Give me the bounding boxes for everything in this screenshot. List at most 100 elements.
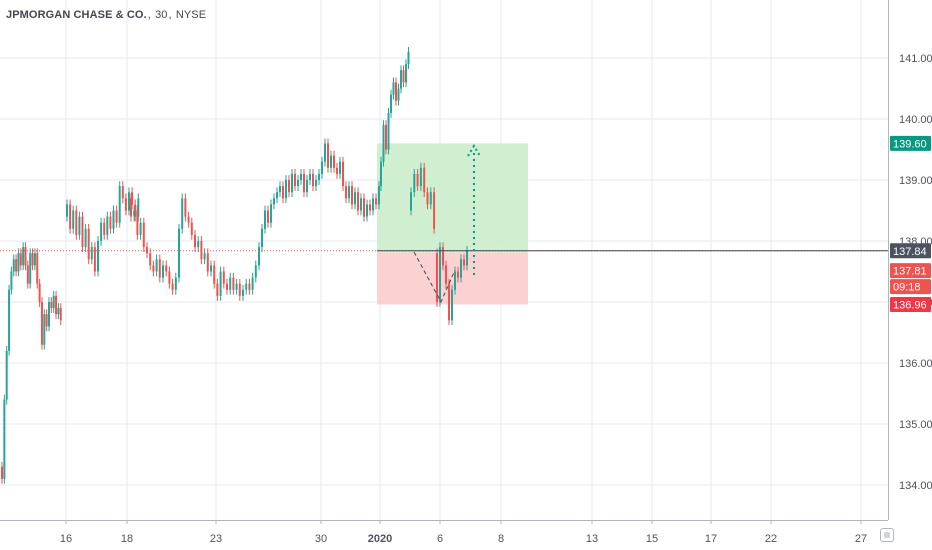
candle-body xyxy=(12,259,15,272)
symbol-name: JPMORGAN CHASE & CO. xyxy=(6,9,147,21)
candle-body xyxy=(306,180,308,193)
candle-body xyxy=(203,253,206,260)
candle-body xyxy=(232,277,235,290)
candle-body xyxy=(229,277,232,290)
x-tick-label: 27 xyxy=(855,533,867,545)
candle-body xyxy=(451,289,453,321)
candle-body xyxy=(330,155,332,168)
candle-body xyxy=(216,283,219,296)
candle-body xyxy=(155,259,158,272)
candle-body xyxy=(8,289,11,351)
candle-body xyxy=(407,51,410,65)
candle-body xyxy=(48,302,50,327)
candle-body xyxy=(124,198,127,211)
candle-body xyxy=(336,167,338,174)
candle-body xyxy=(279,186,281,193)
candle-body xyxy=(93,247,96,272)
candle-body xyxy=(190,222,193,235)
candle-body xyxy=(72,210,75,229)
candle-body xyxy=(327,143,329,168)
candle-body xyxy=(22,247,25,266)
interval-label: 30 xyxy=(155,9,168,21)
y-tick-label: 134.00 xyxy=(899,480,932,492)
candle-body xyxy=(254,265,257,278)
price-tag-label: 137.81 xyxy=(893,266,927,278)
candle-body xyxy=(194,234,196,248)
candle-body xyxy=(69,204,72,229)
candle-body xyxy=(318,173,320,180)
candle-body xyxy=(270,204,272,223)
candle-body xyxy=(106,216,109,235)
x-tick-label: 30 xyxy=(315,533,327,545)
candle-body xyxy=(219,271,222,296)
candle-body xyxy=(184,198,187,217)
candle-body xyxy=(158,259,161,278)
candle-body xyxy=(324,143,326,162)
candle-body xyxy=(109,216,112,229)
price-tag-label: 139.60 xyxy=(893,138,927,150)
candle-body xyxy=(165,265,168,272)
candle-body xyxy=(303,173,305,193)
position-zones xyxy=(377,143,528,305)
target-zone xyxy=(377,143,528,253)
candle-body xyxy=(181,198,184,229)
candle-body xyxy=(291,173,293,193)
candle-body xyxy=(457,271,459,278)
x-tick-label: 17 xyxy=(705,533,717,545)
candle-body xyxy=(321,161,323,174)
candle-body xyxy=(57,308,60,315)
candle-body xyxy=(162,265,164,278)
x-tick-label: 16 xyxy=(60,533,72,545)
y-tick-label: 139.00 xyxy=(899,175,932,187)
candle-body xyxy=(419,167,422,187)
stop-zone xyxy=(377,252,528,305)
candle-body xyxy=(87,228,90,260)
candle-body xyxy=(235,283,238,290)
candle-body xyxy=(273,198,275,205)
candle-body xyxy=(309,173,311,180)
candle-body xyxy=(276,192,278,199)
candle-body xyxy=(405,64,407,83)
candle-body xyxy=(413,173,416,193)
candle-body xyxy=(397,88,400,101)
candle-body xyxy=(139,222,142,235)
candle-body xyxy=(187,216,190,223)
candle-body xyxy=(152,265,155,272)
candle-body xyxy=(315,180,317,187)
candle-body xyxy=(285,180,287,199)
candle-body xyxy=(133,210,136,217)
chart-grid xyxy=(0,0,888,520)
candle-body xyxy=(81,216,84,248)
candle-body xyxy=(312,173,314,187)
candle-body xyxy=(433,192,436,229)
x-tick-label: 18 xyxy=(121,533,133,545)
candle-body xyxy=(40,302,43,345)
candle-body xyxy=(171,283,174,290)
candle-body xyxy=(261,228,263,248)
candle-body xyxy=(100,222,103,241)
candle-body xyxy=(264,210,266,229)
candle-body xyxy=(115,210,118,223)
candle-body xyxy=(128,192,130,211)
chart-settings-icon[interactable] xyxy=(880,528,894,542)
candle-body xyxy=(258,247,260,266)
candle-body xyxy=(387,112,390,150)
candle-body xyxy=(206,253,209,272)
projection-path xyxy=(413,251,456,304)
candle-body xyxy=(385,125,387,150)
candle-body xyxy=(26,265,29,284)
candle-body xyxy=(5,350,8,400)
candle-body xyxy=(97,241,99,272)
candle-body xyxy=(369,204,371,211)
x-tick-label: 2020 xyxy=(368,533,392,545)
candle-body xyxy=(382,125,385,162)
y-tick-label: 141.00 xyxy=(899,53,932,65)
candle-body xyxy=(423,167,426,193)
x-tick-label: 23 xyxy=(210,533,222,545)
candle-body xyxy=(78,216,81,235)
candle-body xyxy=(245,283,248,290)
candle-body xyxy=(348,186,350,199)
